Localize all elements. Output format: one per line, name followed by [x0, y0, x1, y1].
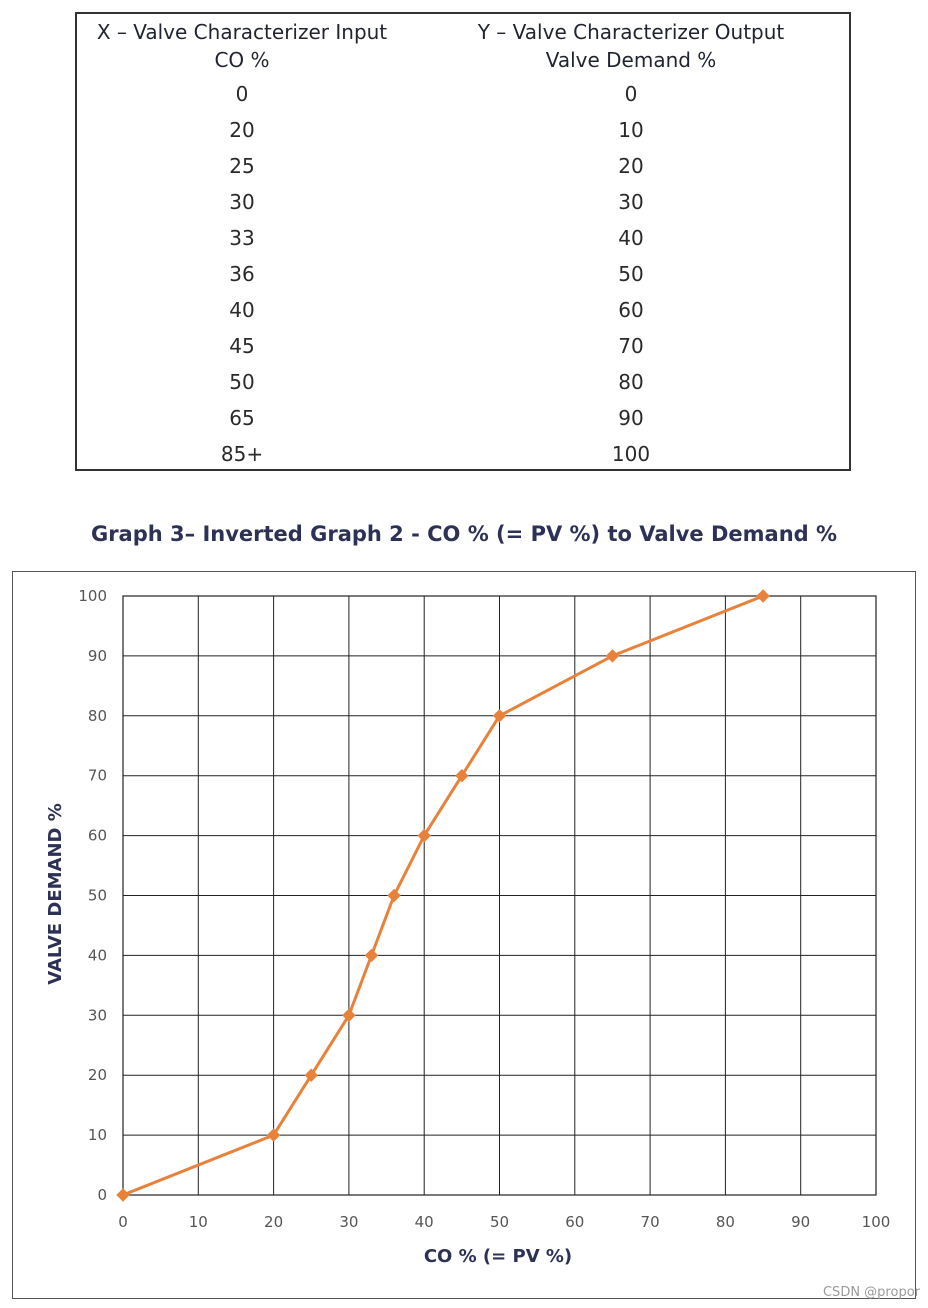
data-point [342, 1008, 356, 1023]
y-tick-label: 40 [88, 946, 107, 964]
y-tick-label: 30 [88, 1006, 107, 1024]
x-value-cell: 0 [235, 82, 249, 106]
x-tick-label: 90 [791, 1213, 810, 1231]
y-value-cell: 100 [611, 442, 651, 466]
data-point [116, 1188, 130, 1202]
y-value-cell: 10 [618, 118, 644, 142]
characterizer-table: X – Valve Characterizer Input CO % 0 20 25… [75, 12, 851, 471]
y-value-cell: 60 [618, 298, 644, 322]
y-tick-label: 100 [78, 587, 107, 605]
x-value-cell: 50 [229, 370, 255, 394]
chart-frame: 0 10 20 30 40 50 60 70 80 90 100 0 10 20 30 40 50 60 70 80 9… [12, 571, 916, 1299]
y-tick-label: 0 [97, 1186, 107, 1204]
y-axis-label: VALVE DEMAND % [45, 803, 66, 985]
data-point [417, 828, 431, 843]
data-point [756, 589, 770, 603]
x-value-cell: 85+ [220, 442, 264, 466]
data-point [492, 709, 507, 723]
x-tick-label: 80 [716, 1213, 735, 1231]
watermark: CSDN @propor [822, 1285, 920, 1300]
x-column-header: X – Valve Characterizer Input CO % [77, 18, 407, 74]
y-value-cell: 0 [624, 82, 638, 106]
x-value-cell: 45 [229, 334, 255, 358]
x-tick-label: 100 [862, 1213, 891, 1231]
x-tick-label: 30 [339, 1213, 358, 1231]
x-header-title: X – Valve Characterizer Input [96, 20, 388, 44]
x-value-cell: 20 [229, 118, 255, 142]
y-value-cell: 40 [618, 226, 644, 250]
y-values: 0 10 20 30 40 50 60 70 80 90 100 [457, 76, 805, 472]
y-tick-label: 20 [88, 1066, 107, 1084]
x-tick-label: 20 [264, 1213, 283, 1231]
x-value-cell: 30 [229, 190, 255, 214]
x-tick-label: 40 [415, 1213, 434, 1231]
y-tick-label: 10 [88, 1126, 107, 1144]
y-value-cell: 70 [618, 334, 644, 358]
y-header-title: Y – Valve Characterizer Output [477, 20, 785, 44]
data-point [455, 768, 469, 783]
y-tick-label: 80 [88, 707, 107, 725]
y-tick-label: 60 [88, 827, 107, 845]
y-column-header: Y – Valve Characterizer Output Valve Dem… [457, 18, 805, 74]
y-value-cell: 30 [618, 190, 644, 214]
y-tick-label: 50 [88, 887, 107, 905]
x-value-cell: 65 [229, 406, 255, 430]
y-value-cell: 50 [618, 262, 644, 286]
x-value-cell: 36 [229, 262, 255, 286]
x-value-cell: 40 [229, 298, 255, 322]
y-value-cell: 80 [618, 370, 644, 394]
x-tick-label: 70 [641, 1213, 660, 1231]
data-point [304, 1068, 318, 1082]
y-tick-label: 70 [88, 767, 107, 785]
data-point [387, 888, 401, 903]
x-header-unit: CO % [214, 48, 270, 72]
line-chart: 0 10 20 30 40 50 60 70 80 90 100 0 10 20 30 40 50 60 70 80 9… [45, 587, 891, 1267]
data-point [605, 649, 620, 663]
chart-title: Graph 3– Inverted Graph 2 - CO % (= PV %… [90, 522, 838, 546]
x-tick-label: 10 [189, 1213, 208, 1231]
x-tick-label: 50 [490, 1213, 509, 1231]
x-value-cell: 33 [229, 226, 255, 250]
data-point [364, 948, 379, 963]
x-value-cell: 25 [229, 154, 255, 178]
x-values: 0 20 25 30 33 36 40 45 50 65 85+ [77, 76, 407, 472]
x-tick-label: 60 [565, 1213, 584, 1231]
x-column: X – Valve Characterizer Input CO % 0 20 25… [77, 14, 407, 472]
y-value-cell: 20 [618, 154, 644, 178]
y-tick-label: 90 [88, 647, 107, 665]
y-value-cell: 90 [618, 406, 644, 430]
y-column: Y – Valve Characterizer Output Valve Dem… [457, 14, 805, 472]
x-tick-label: 0 [118, 1213, 128, 1231]
y-header-unit: Valve Demand % [545, 48, 717, 72]
x-axis-label: CO % (= PV %) [424, 1246, 572, 1267]
data-point [266, 1128, 281, 1142]
